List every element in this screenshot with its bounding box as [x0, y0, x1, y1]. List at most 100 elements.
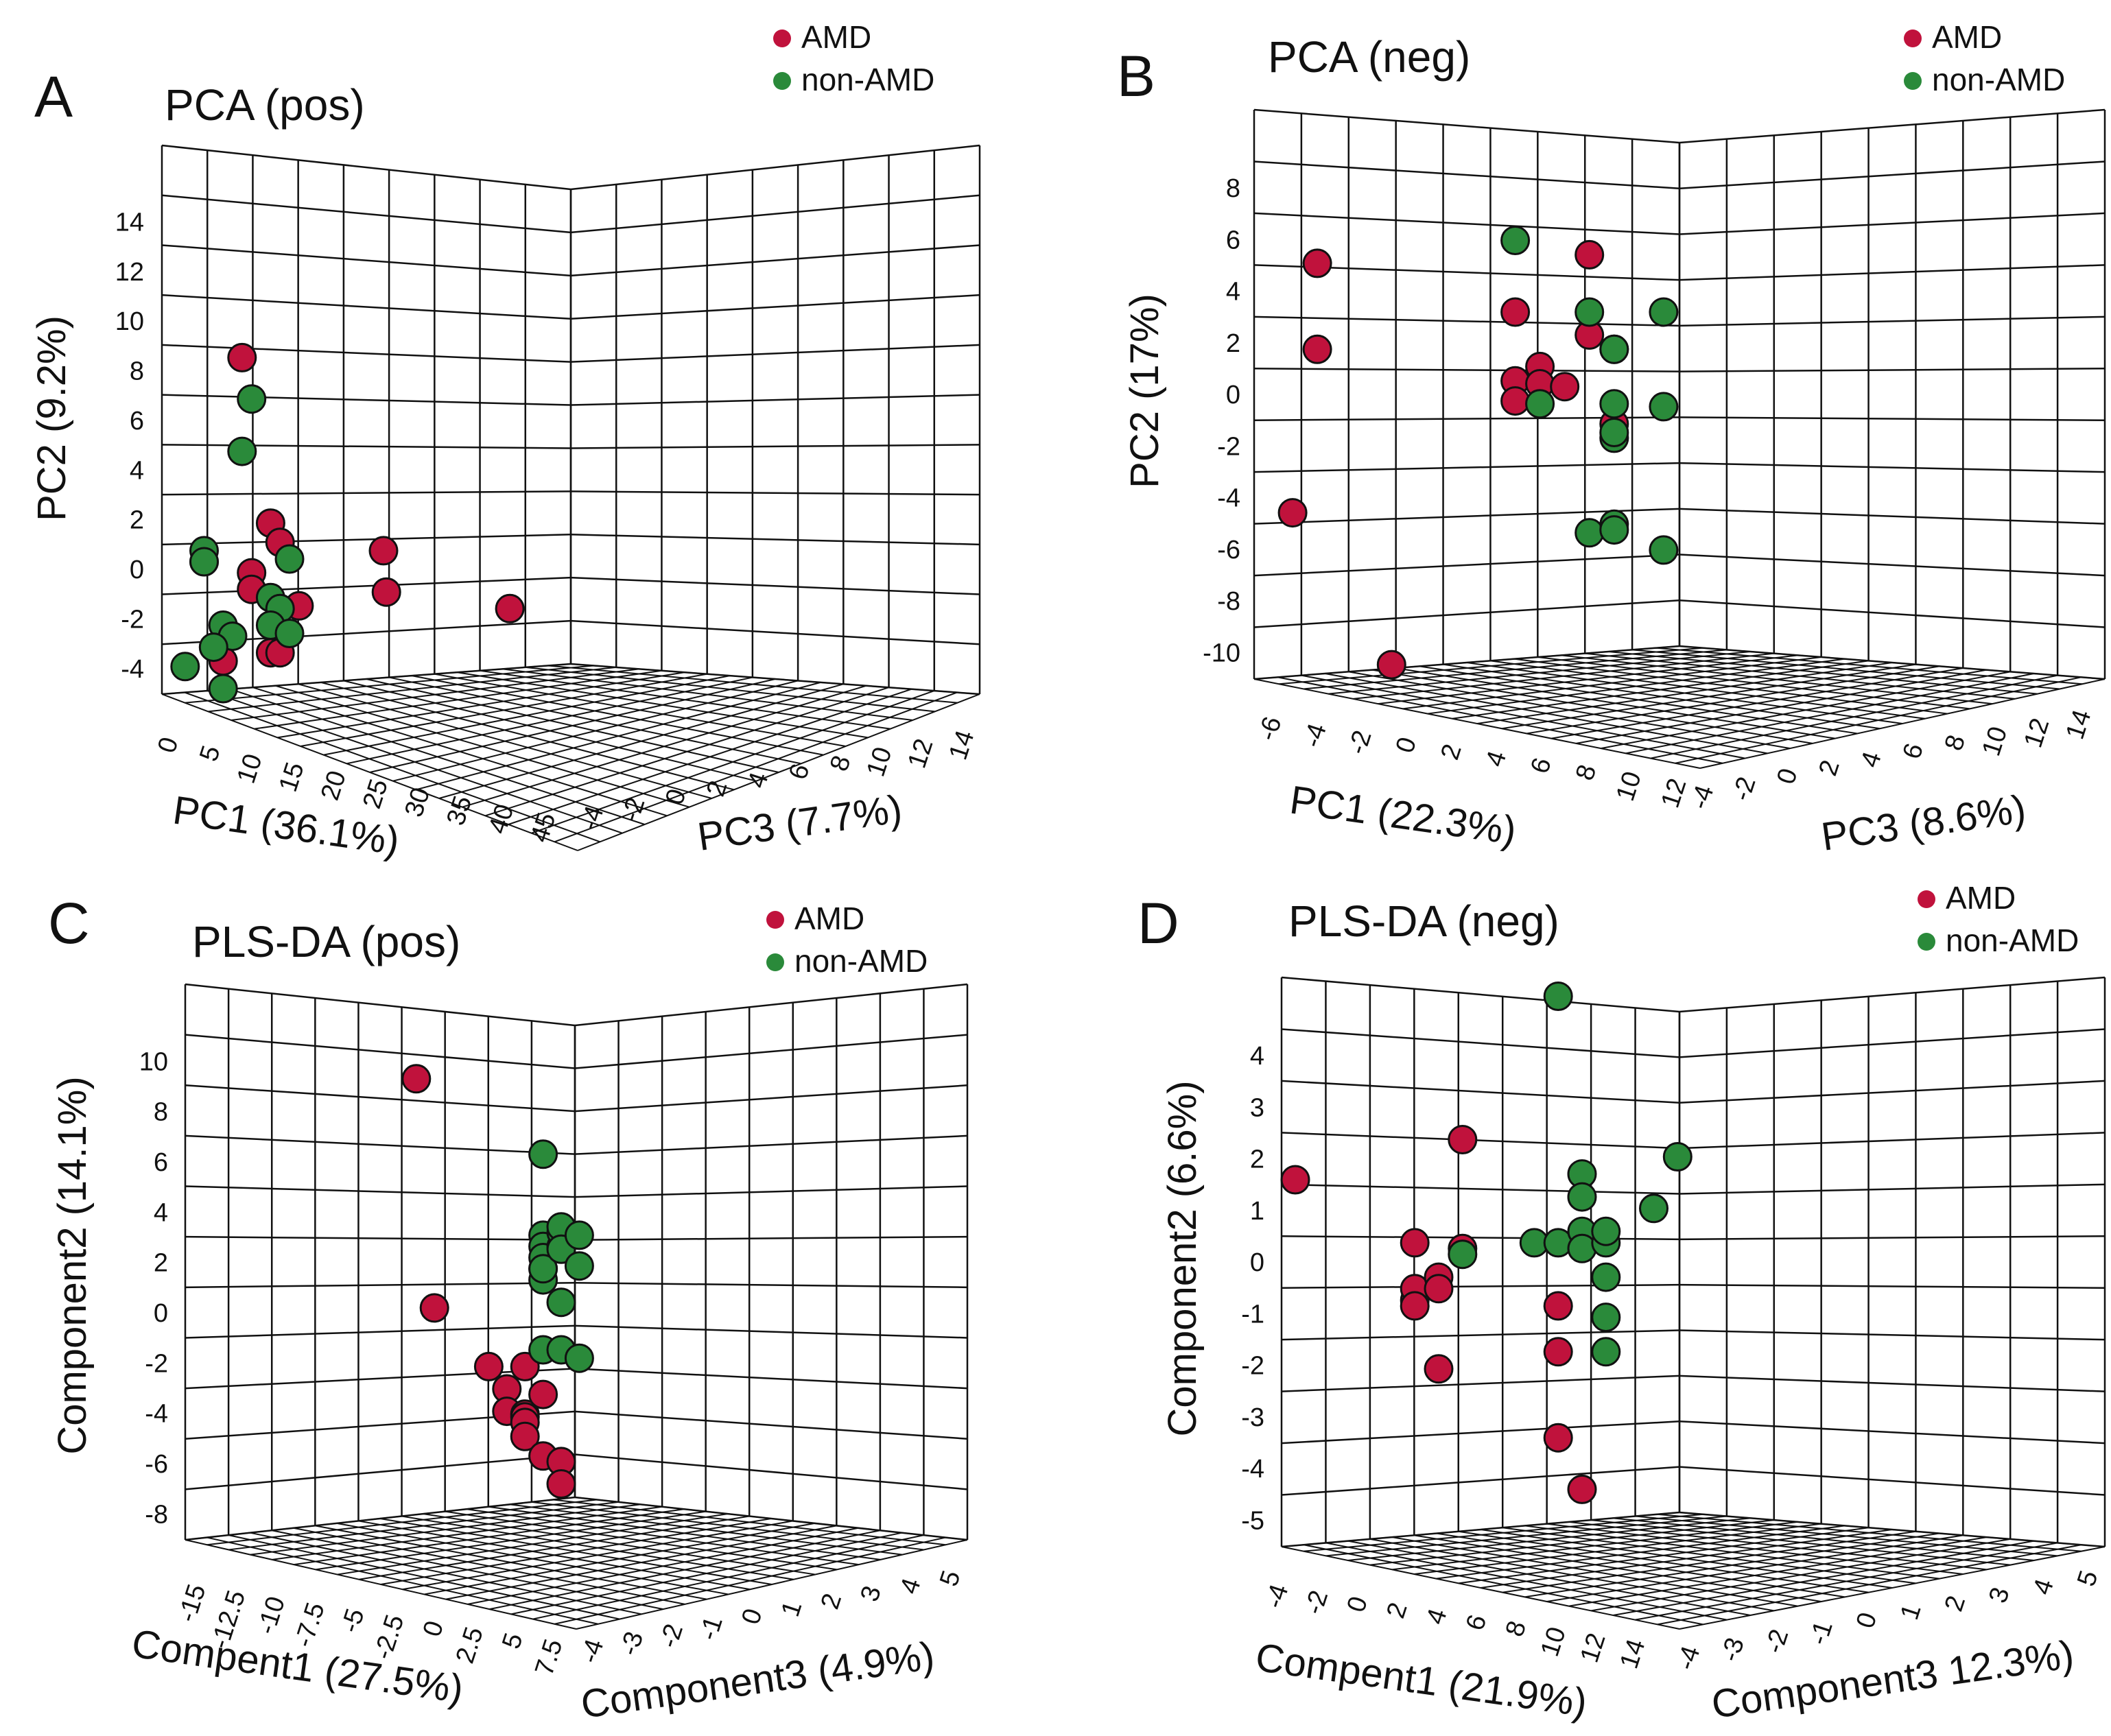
- non-amd-point: [1591, 1262, 1621, 1292]
- non-amd-point: [170, 652, 200, 682]
- floor-line: [553, 1499, 946, 1546]
- grid-line: [570, 490, 980, 496]
- legend-amd-marker: [773, 29, 791, 47]
- y-tick-label: 4: [154, 1198, 168, 1227]
- z-tick-label: 4: [1856, 748, 1887, 771]
- x-tick-label: -6: [1253, 713, 1287, 744]
- floor-line: [1679, 1512, 2106, 1547]
- legend-non-amd-marker: [773, 72, 791, 90]
- x-tick-label: 0: [152, 734, 184, 757]
- z-tick-label: -3: [1716, 1634, 1750, 1665]
- amd-point: [1277, 498, 1308, 528]
- y-tick-label: 6: [1226, 226, 1240, 254]
- non-amd-point: [1575, 518, 1605, 548]
- x-tick-label: -2: [1343, 727, 1377, 758]
- grid-line: [1679, 264, 2106, 281]
- legend-non-amd-marker: [766, 953, 784, 971]
- chart-title: PLS-DA (pos): [192, 917, 460, 966]
- grid-line: [1679, 368, 2106, 372]
- legend-non-amd-label: non-AMD: [801, 62, 934, 97]
- z-tick-label: 14: [944, 727, 980, 763]
- y-tick-label: -10: [1203, 639, 1240, 667]
- non-amd-point: [274, 619, 305, 648]
- y-tick-label: -6: [1217, 536, 1240, 564]
- amd-point: [1448, 1125, 1478, 1154]
- grid-line: [1253, 368, 1680, 372]
- y-tick-label: -2: [121, 605, 144, 634]
- amd-point: [546, 1469, 576, 1499]
- floor-line: [576, 1539, 968, 1630]
- grid-line: [574, 1034, 968, 1069]
- grid-line: [185, 1134, 576, 1155]
- grid-line: [161, 344, 571, 363]
- legend-amd-marker: [1918, 890, 1935, 908]
- grid-line: [1679, 160, 2106, 189]
- grid-line: [161, 194, 571, 234]
- grid-line: [574, 983, 968, 1027]
- non-amd-point: [1591, 1337, 1621, 1367]
- x-tick-label: -2: [1299, 1587, 1334, 1618]
- x-tick-label: 8: [1500, 1617, 1532, 1640]
- grid-line: [1281, 1183, 1680, 1195]
- grid-line: [574, 1282, 968, 1289]
- y-tick-label: 6: [154, 1148, 168, 1177]
- non-amd-point: [198, 632, 228, 663]
- grid-line: [1281, 1420, 1680, 1444]
- x-tick-label: 0: [418, 1617, 449, 1640]
- legend-amd-label: AMD: [794, 901, 864, 936]
- y-tick-label: -4: [121, 655, 144, 684]
- z-tick-label: -1: [1804, 1617, 1839, 1648]
- non-amd-point: [1543, 982, 1573, 1011]
- legend-non-amd-marker: [1918, 933, 1935, 951]
- floor-line: [1657, 1513, 2081, 1552]
- x-tick-label: -4: [1260, 1581, 1294, 1612]
- floor-line: [1679, 1546, 2106, 1630]
- amd-point: [1500, 386, 1531, 416]
- floor-line: [1613, 1517, 2034, 1561]
- panel-c: C PLS-DA (pos) AMD non-AMD -8 -6 -4 -2 0 2 4 6 8 10-…: [0, 868, 1055, 1735]
- z-tick-label: 5: [2072, 1567, 2103, 1590]
- grid-line: [185, 1185, 576, 1198]
- non-amd-point: [189, 547, 219, 577]
- x-tick-label: 6: [1461, 1611, 1492, 1634]
- panel-b: B PCA (neg) AMD non-AMD -10 -8 -6 -4 -2 0 2 4 6 8 -6-…: [1055, 0, 2110, 868]
- x-tick-label: 45: [526, 809, 562, 846]
- grid-line: [1281, 976, 1680, 1013]
- floor-line: [570, 663, 980, 695]
- y-axis-label: Component2 (14.1%): [50, 1076, 95, 1454]
- grid-line: [161, 534, 571, 546]
- y-tick-label: 8: [130, 357, 144, 386]
- non-amd-point: [1567, 1233, 1597, 1263]
- z-tick-label: 0: [1771, 765, 1803, 787]
- legend-amd-label: AMD: [1932, 19, 2002, 55]
- x-tick-label: 20: [316, 768, 352, 804]
- z-tick-label: 8: [1939, 731, 1971, 754]
- chart-d: D PLS-DA (neg) AMDnon-AMD-5-4-3-2-101234-…: [1137, 880, 2106, 1727]
- non-amd-point: [564, 1343, 594, 1373]
- x-tick-label: 2.5: [451, 1624, 489, 1667]
- floor-line: [547, 665, 958, 704]
- grid-line: [185, 1368, 576, 1390]
- non-amd-point: [528, 1254, 558, 1284]
- z-tick-label: 10: [862, 744, 898, 780]
- y-tick-label: 0: [1226, 381, 1240, 409]
- grid-line: [574, 1084, 968, 1113]
- grid-line: [1253, 599, 1680, 628]
- amd-point: [401, 1064, 432, 1094]
- amd-point: [368, 536, 399, 566]
- legend-non-amd-label: non-AMD: [1946, 923, 2079, 958]
- z-tick-label: -3: [615, 1628, 649, 1659]
- z-tick-label: 12: [2018, 715, 2055, 751]
- y-tick-label: -6: [145, 1450, 168, 1479]
- amd-point: [495, 593, 525, 623]
- x-tick-label: 5: [194, 742, 226, 765]
- non-amd-point: [208, 674, 238, 704]
- x-tick-label: -15: [173, 1581, 212, 1626]
- grid-line: [1679, 1080, 2106, 1104]
- grid-line: [1679, 316, 2106, 327]
- grid-line: [1253, 160, 1680, 189]
- x-tick-label: 4: [1421, 1605, 1452, 1628]
- grid-line: [1679, 462, 2106, 473]
- y-tick-label: 2: [154, 1249, 168, 1278]
- grid-line: [570, 534, 980, 546]
